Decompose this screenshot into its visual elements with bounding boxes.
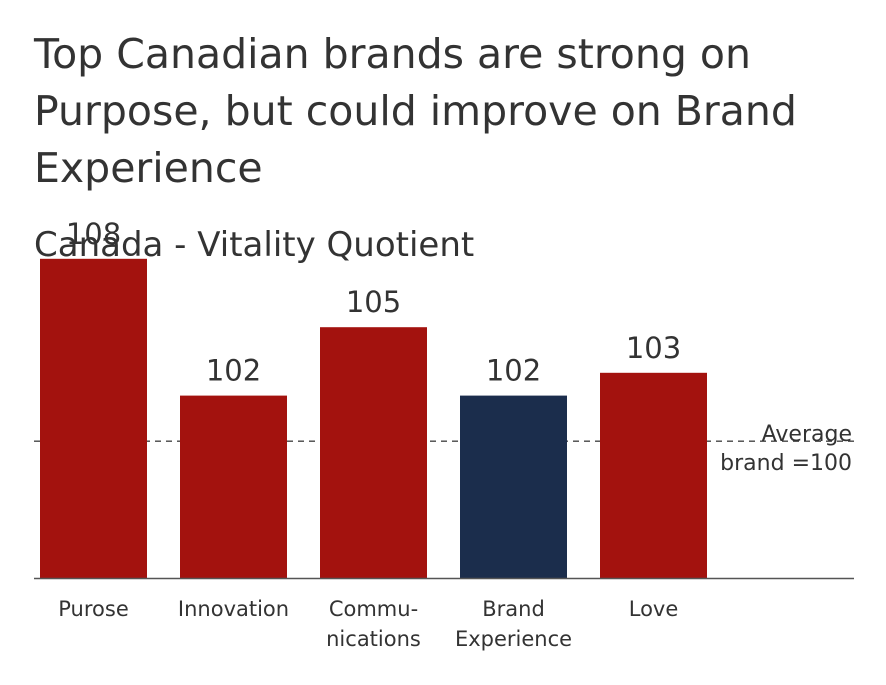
- value-label: 105: [346, 285, 401, 319]
- value-label: 108: [66, 217, 121, 251]
- category-label: Experience: [455, 627, 572, 651]
- chart-subtitle: Canada - Vitality Quotient: [34, 225, 475, 265]
- value-label: 102: [206, 354, 261, 388]
- bar-purose: [40, 258, 147, 578]
- bar-innovation: [180, 395, 287, 578]
- category-label: Purose: [58, 597, 129, 621]
- reference-label: Average: [762, 422, 852, 447]
- category-label: Commu-: [329, 597, 418, 621]
- bar-love: [600, 372, 707, 578]
- category-label: Love: [629, 597, 679, 621]
- category-label: Brand: [482, 597, 545, 621]
- value-label: 103: [626, 331, 681, 365]
- category-label: Innovation: [178, 597, 289, 621]
- bar-brand-experience: [460, 395, 567, 578]
- reference-label: brand =100: [720, 451, 852, 476]
- chart-title: Top Canadian brands are strong on Purpos…: [34, 30, 797, 192]
- category-label: nications: [326, 627, 421, 651]
- bar-communications: [320, 327, 427, 578]
- value-label: 102: [486, 354, 541, 388]
